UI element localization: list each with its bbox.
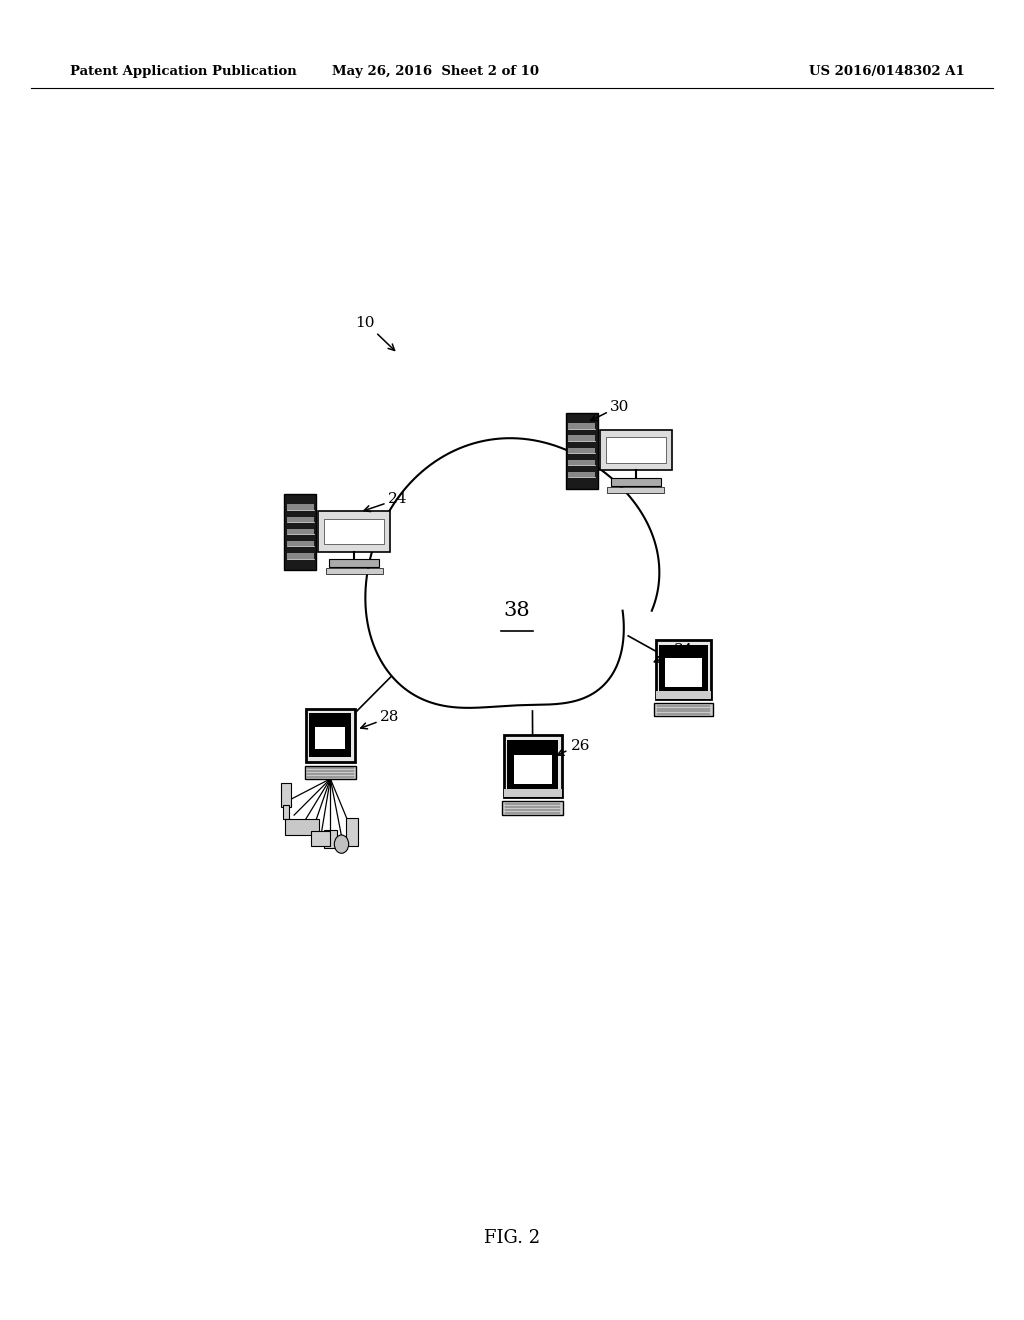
Text: 24: 24 — [388, 492, 408, 506]
Bar — [325, 519, 384, 544]
Bar — [568, 436, 595, 441]
Bar — [507, 741, 558, 792]
Bar — [504, 735, 562, 797]
Polygon shape — [366, 438, 659, 708]
Bar — [514, 755, 552, 784]
Bar — [566, 413, 598, 488]
Bar — [304, 766, 356, 779]
Text: Patent Application Publication: Patent Application Publication — [70, 65, 296, 78]
Bar — [285, 494, 316, 570]
Text: 28: 28 — [380, 710, 399, 725]
Bar — [568, 459, 595, 465]
Bar — [504, 788, 562, 797]
Bar — [318, 511, 390, 552]
Bar — [568, 473, 595, 478]
Bar — [666, 659, 701, 686]
Text: 10: 10 — [354, 315, 374, 330]
Bar — [346, 817, 357, 846]
Bar — [502, 801, 563, 816]
Bar — [309, 713, 351, 756]
Bar — [329, 558, 379, 568]
Bar — [283, 805, 289, 820]
Text: May 26, 2016  Sheet 2 of 10: May 26, 2016 Sheet 2 of 10 — [332, 65, 539, 78]
Bar — [611, 478, 660, 486]
Bar — [600, 430, 672, 470]
Text: 30: 30 — [610, 400, 630, 414]
Bar — [287, 541, 313, 546]
Bar — [287, 529, 313, 535]
Bar — [568, 447, 595, 453]
Bar — [287, 553, 313, 558]
Bar — [306, 709, 355, 762]
Bar — [311, 832, 331, 846]
Bar — [568, 424, 595, 429]
Bar — [281, 783, 291, 807]
Bar — [326, 568, 383, 574]
Bar — [287, 504, 313, 510]
Text: 26: 26 — [570, 739, 590, 752]
Bar — [655, 690, 712, 700]
Circle shape — [335, 836, 348, 853]
Bar — [315, 727, 345, 750]
Text: FIG. 2: FIG. 2 — [484, 1229, 540, 1247]
Bar — [606, 437, 666, 463]
Bar — [287, 516, 313, 521]
Text: 34: 34 — [674, 643, 693, 657]
Bar — [285, 820, 319, 836]
Bar — [654, 704, 713, 717]
Text: US 2016/0148302 A1: US 2016/0148302 A1 — [809, 65, 965, 78]
Text: 38: 38 — [504, 601, 530, 620]
Bar — [659, 644, 708, 694]
Bar — [607, 487, 665, 492]
Bar — [324, 830, 337, 847]
Bar — [655, 640, 712, 700]
